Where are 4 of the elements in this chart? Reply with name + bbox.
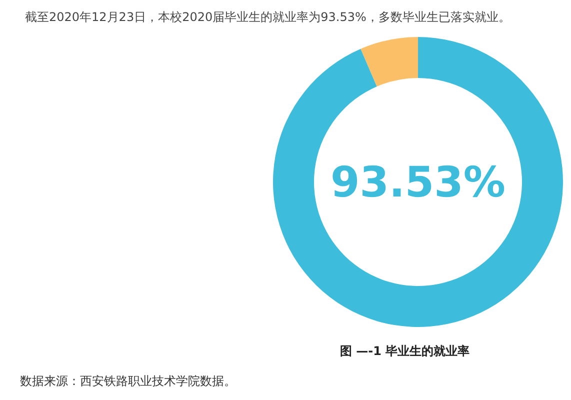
- source-note: 数据来源：西安铁路职业技术学院数据。: [20, 374, 236, 388]
- chart-title: 截至2020年12月23日，本校2020届毕业生的就业率为93.53%，多数毕业生已落实就业。: [25, 10, 510, 24]
- data-label: 93.53%: [330, 158, 506, 206]
- text: 图 —-1 毕业生的就业率: [340, 344, 470, 358]
